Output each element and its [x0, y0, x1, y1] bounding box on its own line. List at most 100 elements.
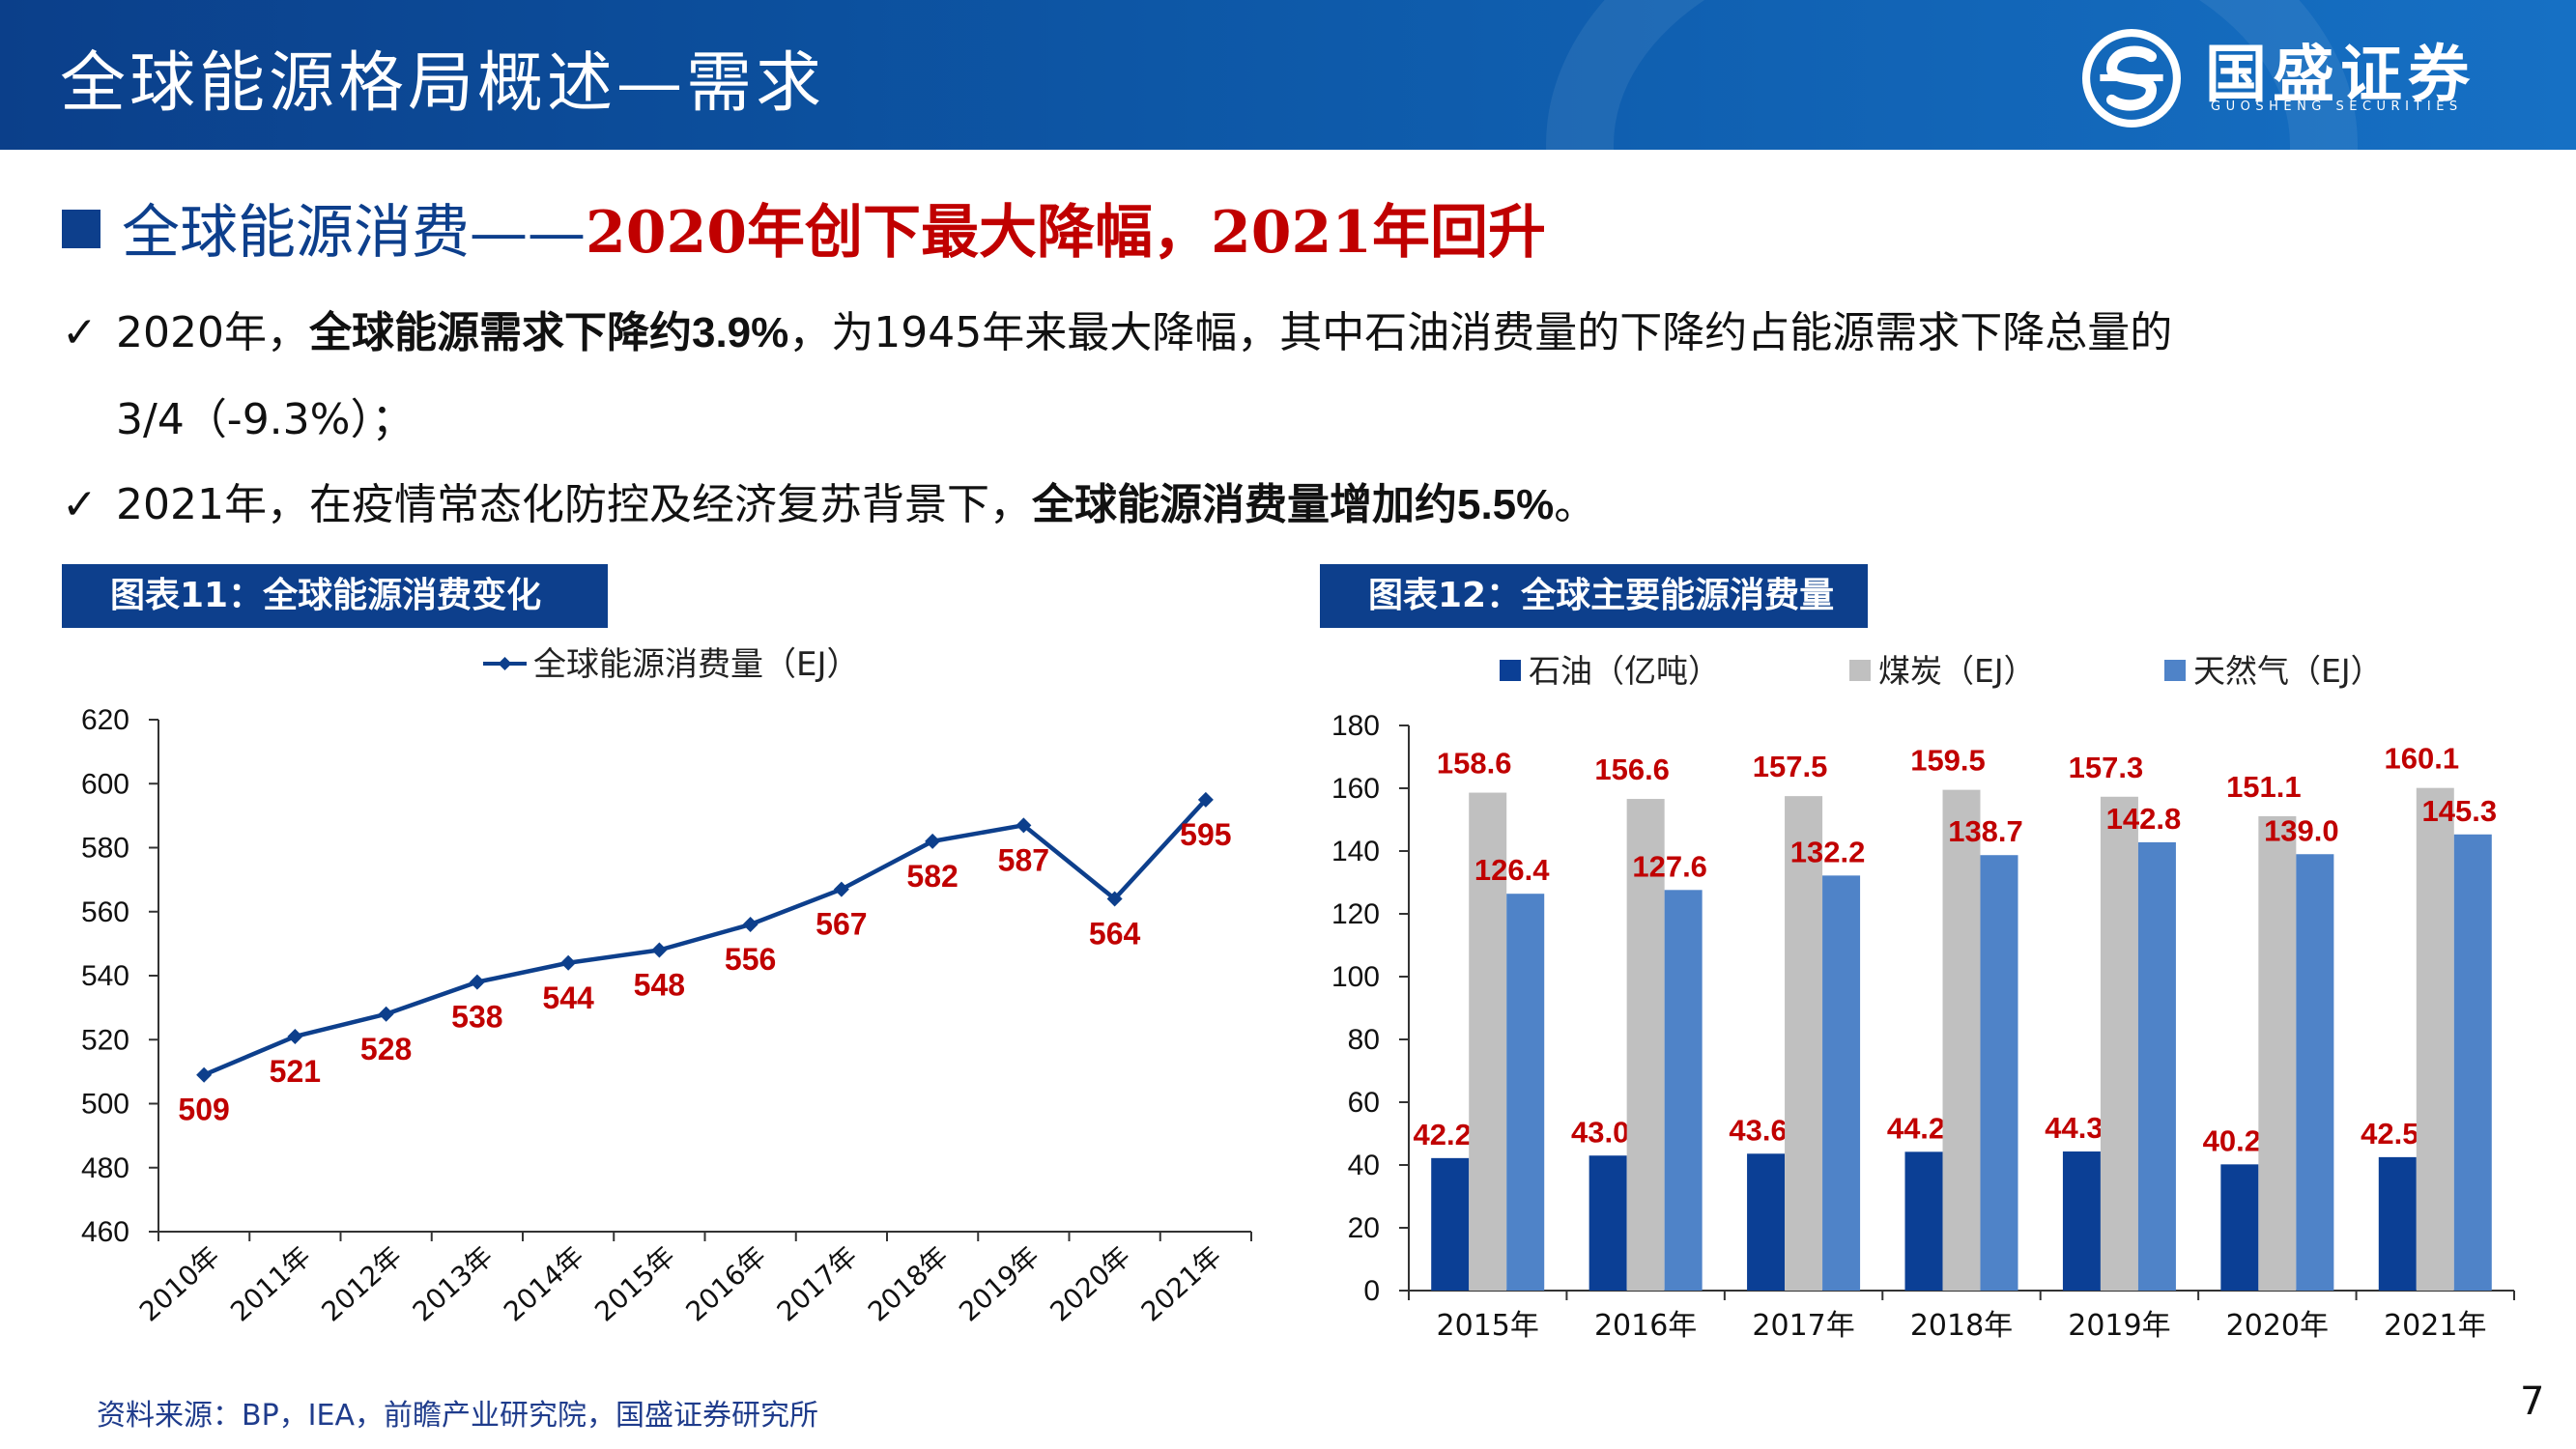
- source-note: 资料来源：BP，IEA，前瞻产业研究院，国盛证券研究所: [97, 1399, 818, 1433]
- bullet-1-text-d: ，为1945年来最大降幅，其中石油消费量的下降约占能源需求下降总量的: [788, 308, 2173, 357]
- legend-label: 煤炭（EJ）: [1878, 652, 2036, 690]
- bar-oil: [2220, 1164, 2259, 1291]
- bullet-2: ✓ 2021年，在疫情常态化防控及经济复苏背景下，全球能源消费量增加约5.5%。: [62, 469, 1596, 531]
- data-label: 544: [542, 980, 594, 1015]
- x-tick-label: 2017年: [771, 1240, 864, 1328]
- data-label: 42.2: [1414, 1118, 1472, 1151]
- data-label: 156.6: [1594, 753, 1670, 786]
- y-tick-label: 180: [1331, 710, 1380, 742]
- bullet-2-text-a: 2021年，在疫情常态化防控及经济复苏背景下，: [116, 480, 1032, 529]
- bar-coal: [2258, 815, 2297, 1291]
- bar-gas: [2137, 841, 2176, 1291]
- data-label: 595: [1180, 817, 1231, 852]
- y-tick-label: 480: [81, 1152, 129, 1184]
- x-tick-label: 2019年: [2068, 1309, 2170, 1343]
- section-heading-highlight: 2020年创下最大降幅，2021年回升: [586, 199, 1546, 267]
- x-tick-label: 2015年: [1437, 1309, 1539, 1343]
- data-label: 567: [816, 907, 867, 942]
- y-tick-label: 540: [81, 960, 129, 992]
- data-label: 160.1: [2384, 742, 2459, 776]
- bar-oil: [1431, 1157, 1470, 1291]
- y-tick-label: 20: [1348, 1212, 1380, 1244]
- legend-swatch: [2164, 660, 2186, 681]
- y-tick-label: 600: [81, 768, 129, 800]
- legend-label: 天然气（EJ）: [2193, 652, 2383, 690]
- x-tick-label: 2021年: [2384, 1309, 2486, 1343]
- legend-swatch: [1849, 660, 1871, 681]
- y-tick-label: 60: [1348, 1087, 1380, 1119]
- bar-gas: [2296, 854, 2334, 1291]
- data-point: [1106, 891, 1123, 907]
- x-tick-label: 2011年: [224, 1240, 317, 1328]
- x-tick-label: 2016年: [1594, 1309, 1697, 1343]
- data-point: [1016, 817, 1032, 834]
- data-label: 509: [178, 1093, 229, 1127]
- logo-subtext: GUOSHENG SECURITIES: [2211, 99, 2463, 114]
- figure-1-caption: 图表11：全球能源消费变化: [62, 564, 608, 628]
- bar-gas: [1980, 855, 2018, 1291]
- checkmark-icon: ✓: [62, 480, 98, 529]
- data-label: 556: [725, 942, 776, 977]
- data-label: 126.4: [1474, 853, 1550, 887]
- x-tick-label: 2018年: [1910, 1309, 2013, 1343]
- data-label: 158.6: [1437, 747, 1512, 781]
- data-label: 40.2: [2203, 1123, 2261, 1157]
- data-label: 42.5: [2361, 1117, 2419, 1151]
- data-label: 127.6: [1632, 849, 1707, 883]
- bullet-2-text-c: 5.5%: [1456, 481, 1555, 528]
- bar-oil: [2062, 1151, 2101, 1291]
- header-bar: 全球能源格局概述—需求 国盛证券 GUOSHENG SECURITIES: [0, 0, 2576, 150]
- y-tick-label: 500: [81, 1089, 129, 1121]
- bullet-1-text-a: 2020年，: [116, 308, 309, 357]
- x-tick-label: 2016年: [679, 1240, 772, 1328]
- square-bullet-icon: [62, 210, 100, 248]
- y-tick-label: 100: [1331, 961, 1380, 993]
- y-tick-label: 560: [81, 896, 129, 928]
- data-label: 145.3: [2421, 794, 2497, 828]
- bullet-1-text-b: 全球能源需求下降约: [308, 308, 692, 357]
- data-point: [833, 881, 849, 897]
- data-label: 587: [998, 842, 1049, 877]
- bullet-1-text-c: 3.9%: [691, 309, 789, 356]
- logo-text: 国盛证券: [2205, 40, 2476, 111]
- x-tick-label: 2014年: [498, 1240, 590, 1328]
- y-tick-label: 580: [81, 833, 129, 865]
- x-tick-label: 2021年: [1135, 1240, 1228, 1328]
- data-label: 528: [360, 1032, 412, 1066]
- data-label: 138.7: [1948, 814, 2023, 848]
- data-label: 43.0: [1571, 1115, 1629, 1149]
- series-line: [203, 798, 1208, 1077]
- bar-coal: [1626, 799, 1665, 1291]
- x-tick-label: 2010年: [133, 1240, 226, 1328]
- data-label: 43.6: [1729, 1113, 1787, 1147]
- data-point: [1197, 791, 1214, 808]
- bar-coal: [1942, 789, 1981, 1291]
- company-logo-icon: [2082, 29, 2181, 128]
- section-heading: 全球能源消费——2020年创下最大降幅，2021年回升: [62, 185, 1546, 270]
- data-label: 139.0: [2264, 813, 2339, 847]
- bullet-1: ✓ 2020年，全球能源需求下降约3.9%，为1945年来最大降幅，其中石油消费量…: [62, 298, 2172, 359]
- x-tick-label: 2020年: [1044, 1240, 1136, 1328]
- figure-2-caption: 图表12：全球主要能源消费量: [1320, 564, 1868, 628]
- bar-gas: [1822, 875, 1861, 1291]
- legend-swatch: [1500, 660, 1521, 681]
- data-label: 44.2: [1887, 1111, 1945, 1145]
- data-label: 548: [634, 968, 685, 1003]
- x-tick-label: 2015年: [588, 1240, 681, 1328]
- checkmark-icon: ✓: [62, 308, 98, 357]
- y-tick-label: 80: [1348, 1024, 1380, 1056]
- y-tick-label: 520: [81, 1024, 129, 1056]
- data-label: 521: [270, 1054, 321, 1089]
- data-point: [925, 833, 941, 849]
- y-tick-label: 160: [1331, 773, 1380, 805]
- legend-marker: [498, 657, 512, 670]
- bar-oil: [1904, 1151, 1943, 1291]
- x-tick-label: 2013年: [407, 1240, 500, 1328]
- data-label: 159.5: [1910, 744, 1986, 778]
- data-label: 582: [906, 859, 958, 894]
- bullet-2-text-d: 。: [1554, 480, 1597, 529]
- bar-oil: [2378, 1156, 2417, 1291]
- bar-gas: [2453, 834, 2492, 1291]
- data-point: [196, 1066, 213, 1083]
- x-tick-label: 2012年: [315, 1240, 408, 1328]
